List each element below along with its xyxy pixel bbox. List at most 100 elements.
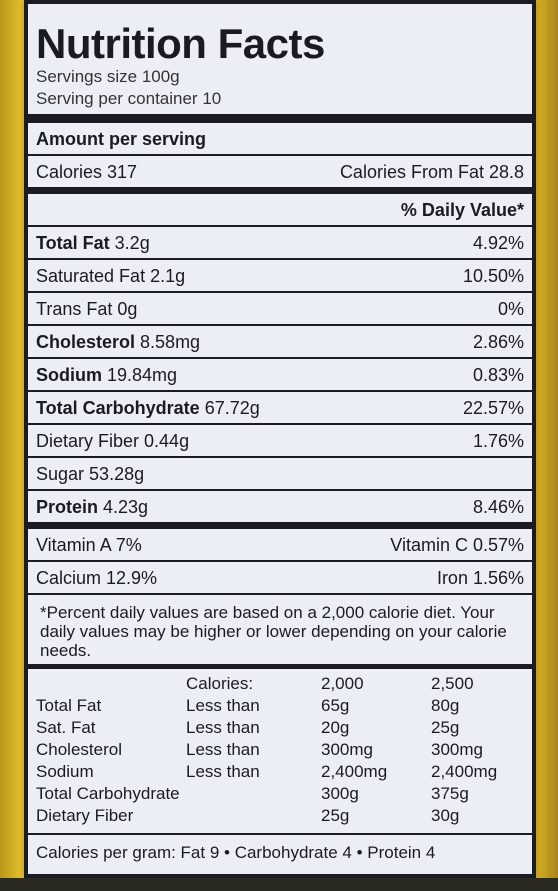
nutrient-daily-value: 0.83% xyxy=(472,365,524,385)
reference-cell: 2,500 xyxy=(431,674,474,693)
reference-cell: Total Carbohydrate xyxy=(36,784,180,803)
nutrient-name: Cholesterol xyxy=(36,332,136,352)
serving-size: Servings size 100g xyxy=(36,67,180,86)
reference-cell: 2,400mg xyxy=(431,762,498,781)
calories-per-gram: Calories per gram: Fat 9 • Carbohydrate … xyxy=(28,833,532,863)
nutrient-name-amount: Sodium 19.84mg xyxy=(36,365,177,386)
nutrient-amount: 19.84mg xyxy=(102,365,178,385)
nutrient-amount: 0g xyxy=(112,299,138,319)
thick-divider xyxy=(28,114,532,123)
reference-row: Total Fat Less than 65g 80g xyxy=(36,695,524,717)
reference-cell: Total Fat xyxy=(36,696,102,715)
reference-cell: Less than xyxy=(186,718,260,737)
reference-cell: 300mg xyxy=(431,740,483,759)
nutrient-row: Sugar 53.28g xyxy=(28,458,532,491)
amount-per-serving-text: Amount per serving xyxy=(36,129,207,149)
nutrient-name-amount: Cholesterol 8.58mg xyxy=(36,332,200,353)
reference-cell: 65g xyxy=(321,696,350,715)
nutrient-name: Sodium xyxy=(36,365,102,385)
reference-row: Sodium Less than 2,400mg 2,400mg xyxy=(36,761,524,783)
nutrient-amount: 2.1g xyxy=(145,266,186,286)
nutrient-amount: 0.44g xyxy=(139,431,190,451)
reference-cell: Cholesterol xyxy=(36,740,122,759)
daily-value-header-text: % Daily Value* xyxy=(400,200,524,220)
medium-divider xyxy=(28,189,532,194)
reference-cell xyxy=(186,805,321,827)
calcium: Calcium 12.9% xyxy=(36,568,158,588)
reference-cell: 2,400mg xyxy=(321,762,388,781)
reference-cell: Sat. Fat xyxy=(36,718,96,737)
nutrient-row: Total Fat 3.2g 4.92% xyxy=(28,227,532,260)
nutrient-name-amount: Trans Fat 0g xyxy=(36,299,137,320)
reference-row: Sat. Fat Less than 20g 25g xyxy=(36,717,524,739)
reference-table: Calories: 2,000 2,500 Total Fat Less than 65g… xyxy=(36,673,524,827)
label-title: Nutrition Facts xyxy=(36,20,325,67)
medium-divider xyxy=(28,664,532,669)
nutrient-daily-value: 4.92% xyxy=(472,233,524,253)
reference-cell: 25g xyxy=(431,718,460,737)
nutrient-amount: 67.72g xyxy=(199,398,260,418)
nutrient-amount: 4.23g xyxy=(98,497,149,517)
footnote: *Percent daily values are based on a 2,0… xyxy=(40,603,507,660)
reference-cell: 80g xyxy=(431,696,460,715)
nutrient-name: Trans Fat xyxy=(36,299,113,319)
nutrient-name: Saturated Fat xyxy=(36,266,146,286)
mineral-row: Calcium 12.9% Iron 1.56% xyxy=(28,562,532,595)
calories-row: Calories 317 Calories From Fat 28.8 xyxy=(28,156,532,189)
nutrient-daily-value: 22.57% xyxy=(462,398,524,418)
reference-cell: 20g xyxy=(321,718,350,737)
reference-cell: Calories: xyxy=(186,674,254,693)
nutrient-daily-value: 1.76% xyxy=(472,431,524,451)
iron: Iron 1.56% xyxy=(436,568,524,588)
reference-row: Cholesterol Less than 300mg 300mg xyxy=(36,739,524,761)
nutrient-list: Total Fat 3.2g 4.92% Saturated Fat 2.1g 10.… xyxy=(28,227,532,524)
reference-row: Total Carbohydrate 300g 375g xyxy=(36,783,524,805)
nutrient-daily-value: 0% xyxy=(497,299,524,319)
nutrient-row: Saturated Fat 2.1g 10.50% xyxy=(28,260,532,293)
reference-cell: Less than xyxy=(186,762,260,781)
vitamin-c: Vitamin C 0.57% xyxy=(390,535,524,555)
reference-cell: 300mg xyxy=(321,740,373,759)
reference-row: Dietary Fiber 25g 30g xyxy=(36,805,524,827)
reference-cell: 25g xyxy=(321,806,350,825)
servings-per-container: Serving per container 10 xyxy=(36,89,222,108)
nutrient-amount: 53.28g xyxy=(84,464,145,484)
reference-cell xyxy=(186,783,321,805)
vitamin-a: Vitamin A 7% xyxy=(36,535,142,555)
reference-cell xyxy=(36,673,186,695)
vitamin-row: Vitamin A 7% Vitamin C 0.57% xyxy=(28,529,532,562)
reference-cell: 375g xyxy=(431,784,469,803)
nutrient-row: Dietary Fiber 0.44g 1.76% xyxy=(28,425,532,458)
reference-cell: Dietary Fiber xyxy=(36,806,134,825)
nutrient-row: Protein 4.23g 8.46% xyxy=(28,491,532,524)
reference-row: Calories: 2,000 2,500 xyxy=(36,673,524,695)
nutrient-daily-value: 8.46% xyxy=(472,497,524,517)
nutrient-daily-value: 10.50% xyxy=(462,266,524,286)
nutrient-name: Dietary Fiber xyxy=(36,431,140,451)
nutrient-row: Cholesterol 8.58mg 2.86% xyxy=(28,326,532,359)
nutrient-name-amount: Dietary Fiber 0.44g xyxy=(36,431,189,452)
calories-from-fat: Calories From Fat 28.8 xyxy=(339,162,524,182)
nutrient-name: Sugar xyxy=(36,464,85,484)
nutrient-daily-value: 2.86% xyxy=(472,332,524,352)
nutrient-name-amount: Protein 4.23g xyxy=(36,497,148,518)
reference-cell: Less than xyxy=(186,740,260,759)
reference-cell: Less than xyxy=(186,696,260,715)
nutrition-facts-label: Nutrition Facts Servings size 100g Servi… xyxy=(24,0,536,878)
nutrient-row: Total Carbohydrate 67.72g 22.57% xyxy=(28,392,532,425)
nutrient-name-amount: Sugar 53.28g xyxy=(36,464,144,485)
daily-value-header: % Daily Value* xyxy=(28,194,532,227)
nutrient-name: Total Carbohydrate xyxy=(36,398,200,418)
nutrient-name-amount: Total Fat 3.2g xyxy=(36,233,150,254)
reference-cell: 2,000 xyxy=(321,674,364,693)
nutrient-name-amount: Saturated Fat 2.1g xyxy=(36,266,185,287)
medium-divider xyxy=(28,524,532,529)
reference-cell: 300g xyxy=(321,784,359,803)
nutrient-amount: 8.58mg xyxy=(135,332,201,352)
calories: Calories 317 xyxy=(36,162,138,182)
reference-cell: Sodium xyxy=(36,762,94,781)
package-edge xyxy=(0,878,558,891)
nutrient-row: Sodium 19.84mg 0.83% xyxy=(28,359,532,392)
reference-cell: 30g xyxy=(431,806,460,825)
nutrient-row: Trans Fat 0g 0% xyxy=(28,293,532,326)
